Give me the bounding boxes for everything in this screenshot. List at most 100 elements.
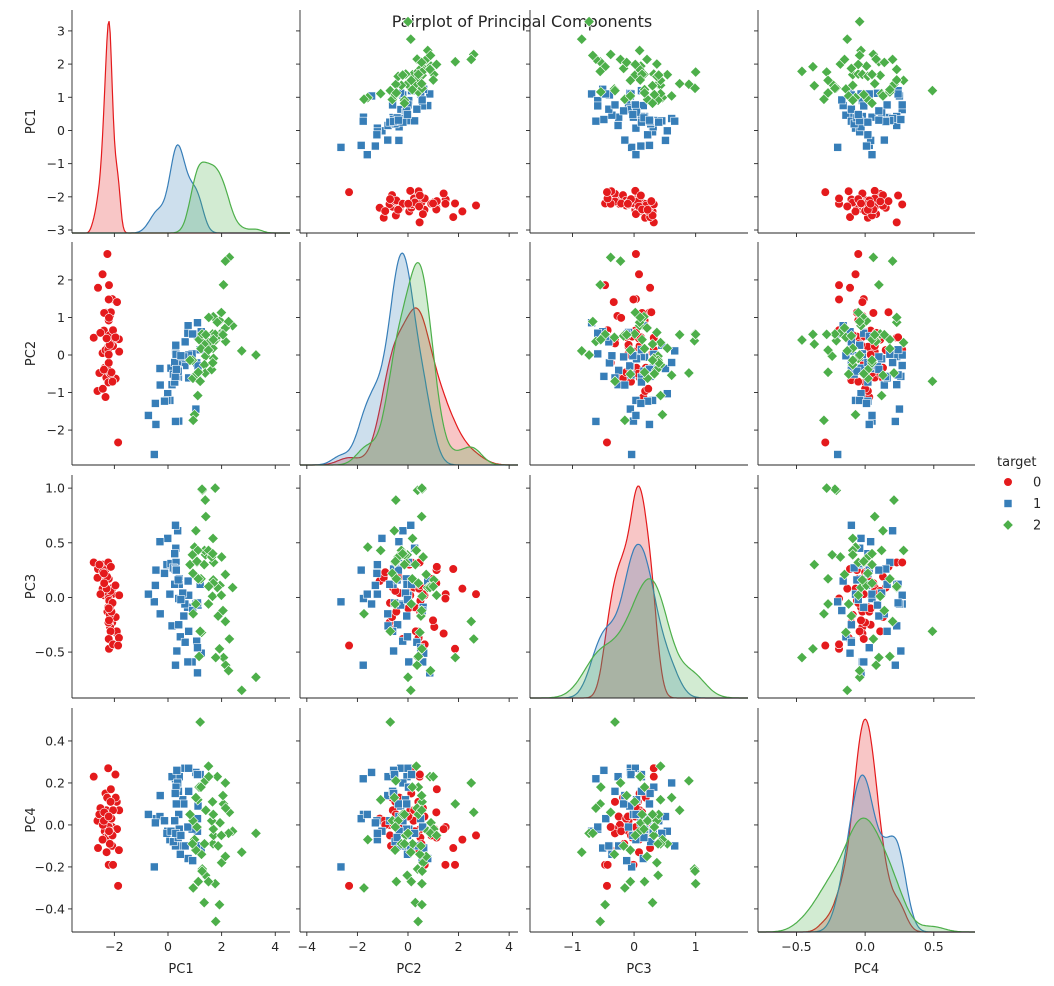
data-point [636,141,646,151]
data-point [465,777,477,789]
data-point [608,331,621,344]
y-tick-label: −0.5 [35,645,65,660]
data-point [870,53,882,65]
data-point [210,915,222,928]
data-point [190,525,202,537]
data-point [151,399,160,408]
data-point [405,598,418,610]
data-point [858,368,870,380]
data-point [634,311,646,324]
y-axis-label: PC4 [24,807,39,832]
data-point [897,557,907,568]
data-point [845,610,858,622]
x-tick-label: 4 [505,939,513,954]
data-point [180,637,190,647]
data-point [187,608,199,620]
data-point [113,881,123,891]
data-point [847,620,856,630]
data-point [853,377,863,387]
data-point [877,525,889,537]
data-point [356,141,366,150]
data-point [893,345,903,355]
data-point [362,810,372,819]
data-point [416,877,428,890]
data-point [402,799,412,809]
data-point [165,589,175,599]
data-point [645,420,654,429]
data-point [897,336,910,349]
data-point [610,787,620,796]
data-point [683,367,695,379]
data-point [394,136,404,145]
data-point [193,643,202,653]
data-point [439,188,449,199]
kde-fill-1 [72,144,290,233]
data-point [183,576,193,586]
data-point [110,332,121,342]
data-point [155,609,165,619]
data-point [822,598,834,610]
data-point [897,590,907,600]
data-point [826,549,838,561]
data-point [651,856,663,869]
data-point [834,280,844,290]
data-point [174,620,184,630]
data-point [646,307,656,317]
kde-fill-1 [758,775,975,932]
data-point [895,404,904,414]
data-point [102,249,112,259]
panel-pc4-vs-pc2: −4 −2 0 2 4 PC2 [296,708,518,977]
data-point [892,380,902,389]
data-point [833,597,842,607]
kde-fill-2 [530,578,748,698]
data-point [654,760,667,772]
data-point [106,562,116,572]
panel-pc2-vs-pc1: 2 1 0 −1 −2 PC2 [24,242,290,469]
data-point [888,494,900,506]
data-point [866,199,876,209]
data-point [94,560,104,570]
data-point [882,100,892,110]
data-point [431,807,441,817]
data-point [796,651,808,664]
data-point [457,206,467,217]
data-point [384,716,397,728]
data-point [415,804,428,816]
data-point [856,615,866,625]
data-point [344,187,354,197]
data-point [627,143,636,152]
data-point [833,450,842,459]
data-point [425,89,435,99]
data-point [631,100,640,110]
data-point [217,329,229,341]
data-point [200,510,212,523]
data-point [144,589,153,599]
data-point [627,862,636,872]
data-point [416,482,428,494]
data-point [608,848,621,861]
x-tick-label: 2 [455,939,463,954]
data-point [215,306,228,319]
data-point [406,83,419,96]
data-point [594,65,606,78]
legend-item-0: 0 [1003,476,1041,491]
data-point [858,555,870,568]
legend-title: target [997,455,1037,470]
x-tick-label: −2 [105,939,123,954]
data-point [643,384,653,394]
data-point [631,763,640,773]
data-point [616,313,626,323]
data-point [195,781,207,793]
data-point [576,33,588,45]
data-point [198,896,210,909]
data-point [874,565,884,575]
data-point [170,816,179,826]
data-point [222,827,235,840]
data-point [416,898,428,911]
x-tick-label: −2 [348,939,366,954]
data-point [427,74,440,86]
data-point [829,82,841,95]
data-point [183,321,193,331]
data-point [636,399,646,408]
data-point [406,781,419,793]
